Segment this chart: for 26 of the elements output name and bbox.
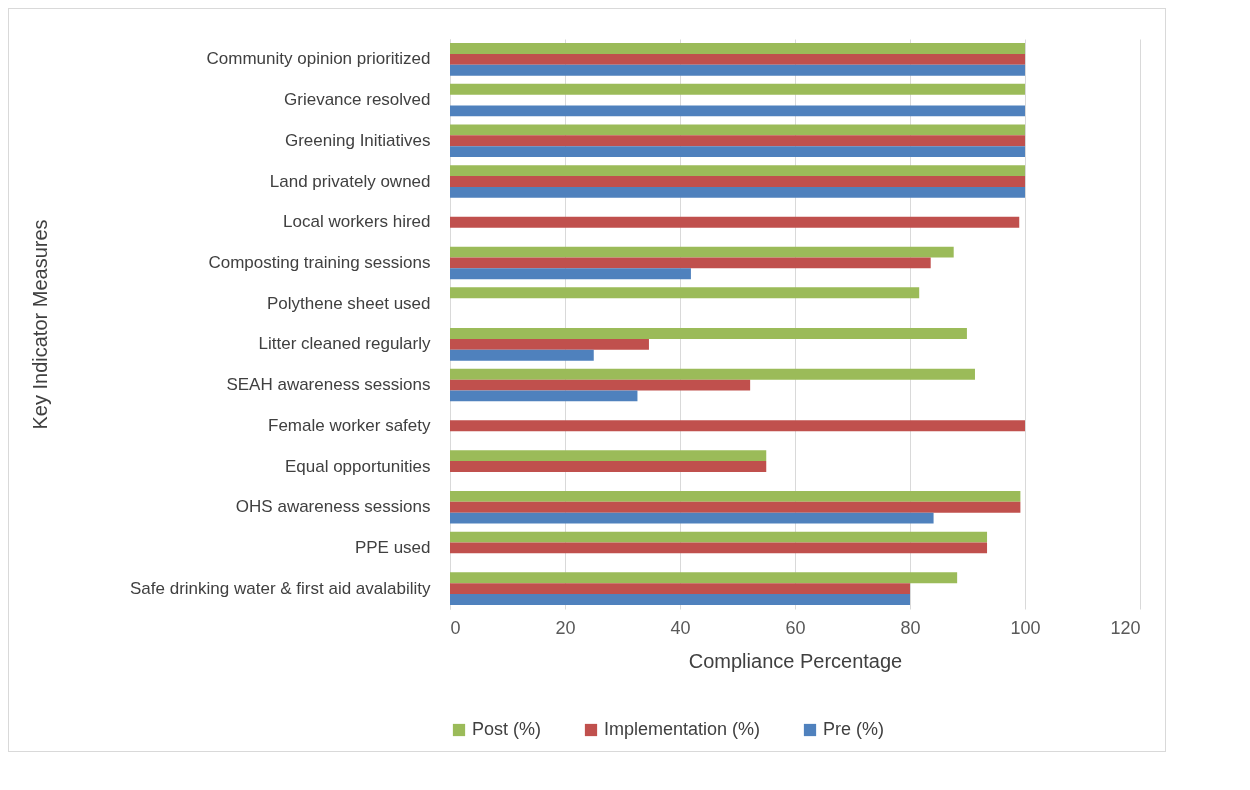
x-tick-label: 60 bbox=[785, 617, 806, 638]
y-tick-label: Polythene sheet used bbox=[266, 293, 431, 313]
y-tick-label: Safe drinking water & first aid avalability bbox=[130, 578, 431, 598]
x-tick-label: 120 bbox=[1110, 617, 1141, 638]
legend-label: Post (%) bbox=[472, 719, 542, 739]
y-tick-label: Grievance resolved bbox=[284, 90, 431, 110]
y-tick-label: Litter cleaned regularly bbox=[258, 334, 431, 354]
y-tick-label: Equal opportunities bbox=[284, 456, 431, 476]
x-tick-label: 0 bbox=[450, 617, 461, 638]
x-tick-label: 80 bbox=[900, 617, 921, 638]
x-tick-label: 100 bbox=[1010, 617, 1041, 638]
y-tick-label: OHS awareness sessions bbox=[235, 497, 431, 517]
y-tick-label: SEAH awareness sessions bbox=[226, 375, 431, 395]
x-tick-label: 20 bbox=[555, 617, 576, 638]
y-tick-label: Composting training sessions bbox=[208, 252, 431, 272]
x-tick-label: 40 bbox=[670, 617, 691, 638]
y-tick-label: PPE used bbox=[354, 537, 431, 557]
y-tick-label: Land privately owned bbox=[269, 171, 431, 191]
y-tick-label: Local workers hired bbox=[283, 212, 431, 232]
legend-label: Pre (%) bbox=[823, 719, 885, 739]
x-axis-title: Compliance Percentage bbox=[688, 649, 903, 672]
y-axis-title: Key Indicator Measures bbox=[28, 219, 51, 430]
legend-label: Implementation (%) bbox=[604, 719, 761, 739]
y-tick-label: Community opinion prioritized bbox=[206, 49, 431, 69]
y-tick-label: Greening Initiatives bbox=[284, 130, 431, 150]
y-tick-label: Female worker safety bbox=[268, 415, 431, 435]
